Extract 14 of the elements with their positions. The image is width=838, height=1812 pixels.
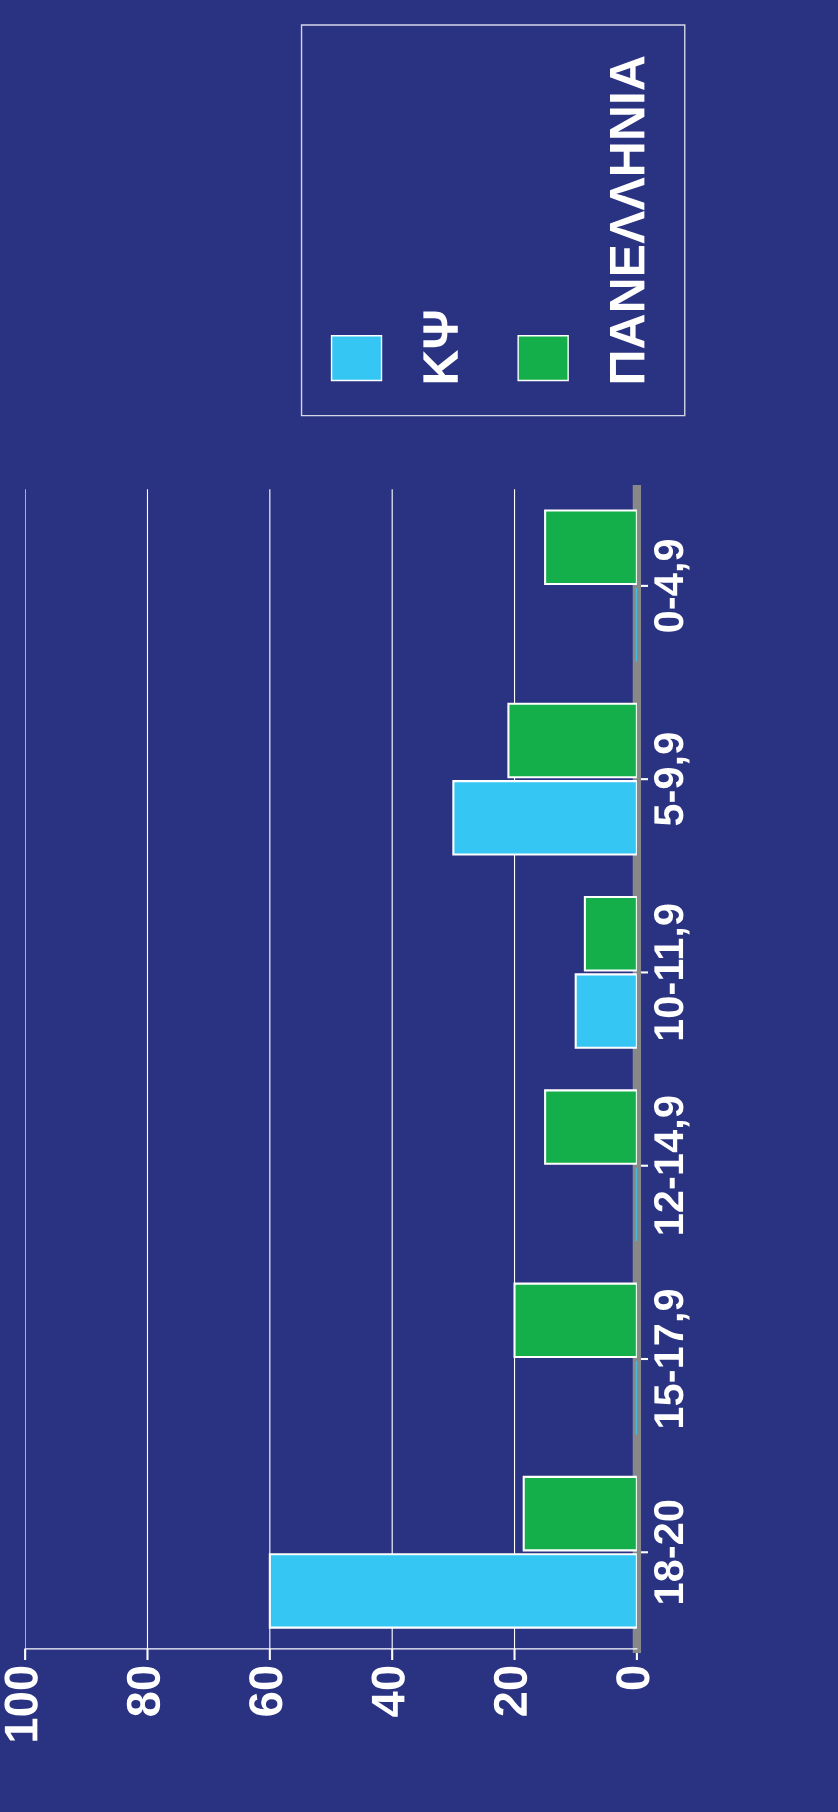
y-tick-label: 0-4,9 — [653, 539, 690, 632]
legend-label: ΚΨ — [423, 311, 458, 383]
text: ΠΑΝΕΛΛΗΝΙΑ — [609, 56, 645, 383]
x-tick-label: 100 — [4, 1666, 38, 1741]
x-tick-label: 80 — [126, 1666, 161, 1716]
y-tick-label: 12-14,9 — [653, 1096, 690, 1234]
y-tick-label: 15-17,9 — [653, 1289, 690, 1428]
x-tick-label: 0 — [616, 1666, 650, 1690]
x-tick-label: 60 — [249, 1666, 283, 1716]
y-tick-label: 10-11,9 — [653, 904, 690, 1040]
y-tick-label: 18-20 — [653, 1500, 684, 1603]
x-tick-label: 40 — [371, 1666, 405, 1717]
y-tick-label: 5-9,9 — [653, 733, 690, 826]
x-tick-label: 20 — [493, 1666, 528, 1716]
